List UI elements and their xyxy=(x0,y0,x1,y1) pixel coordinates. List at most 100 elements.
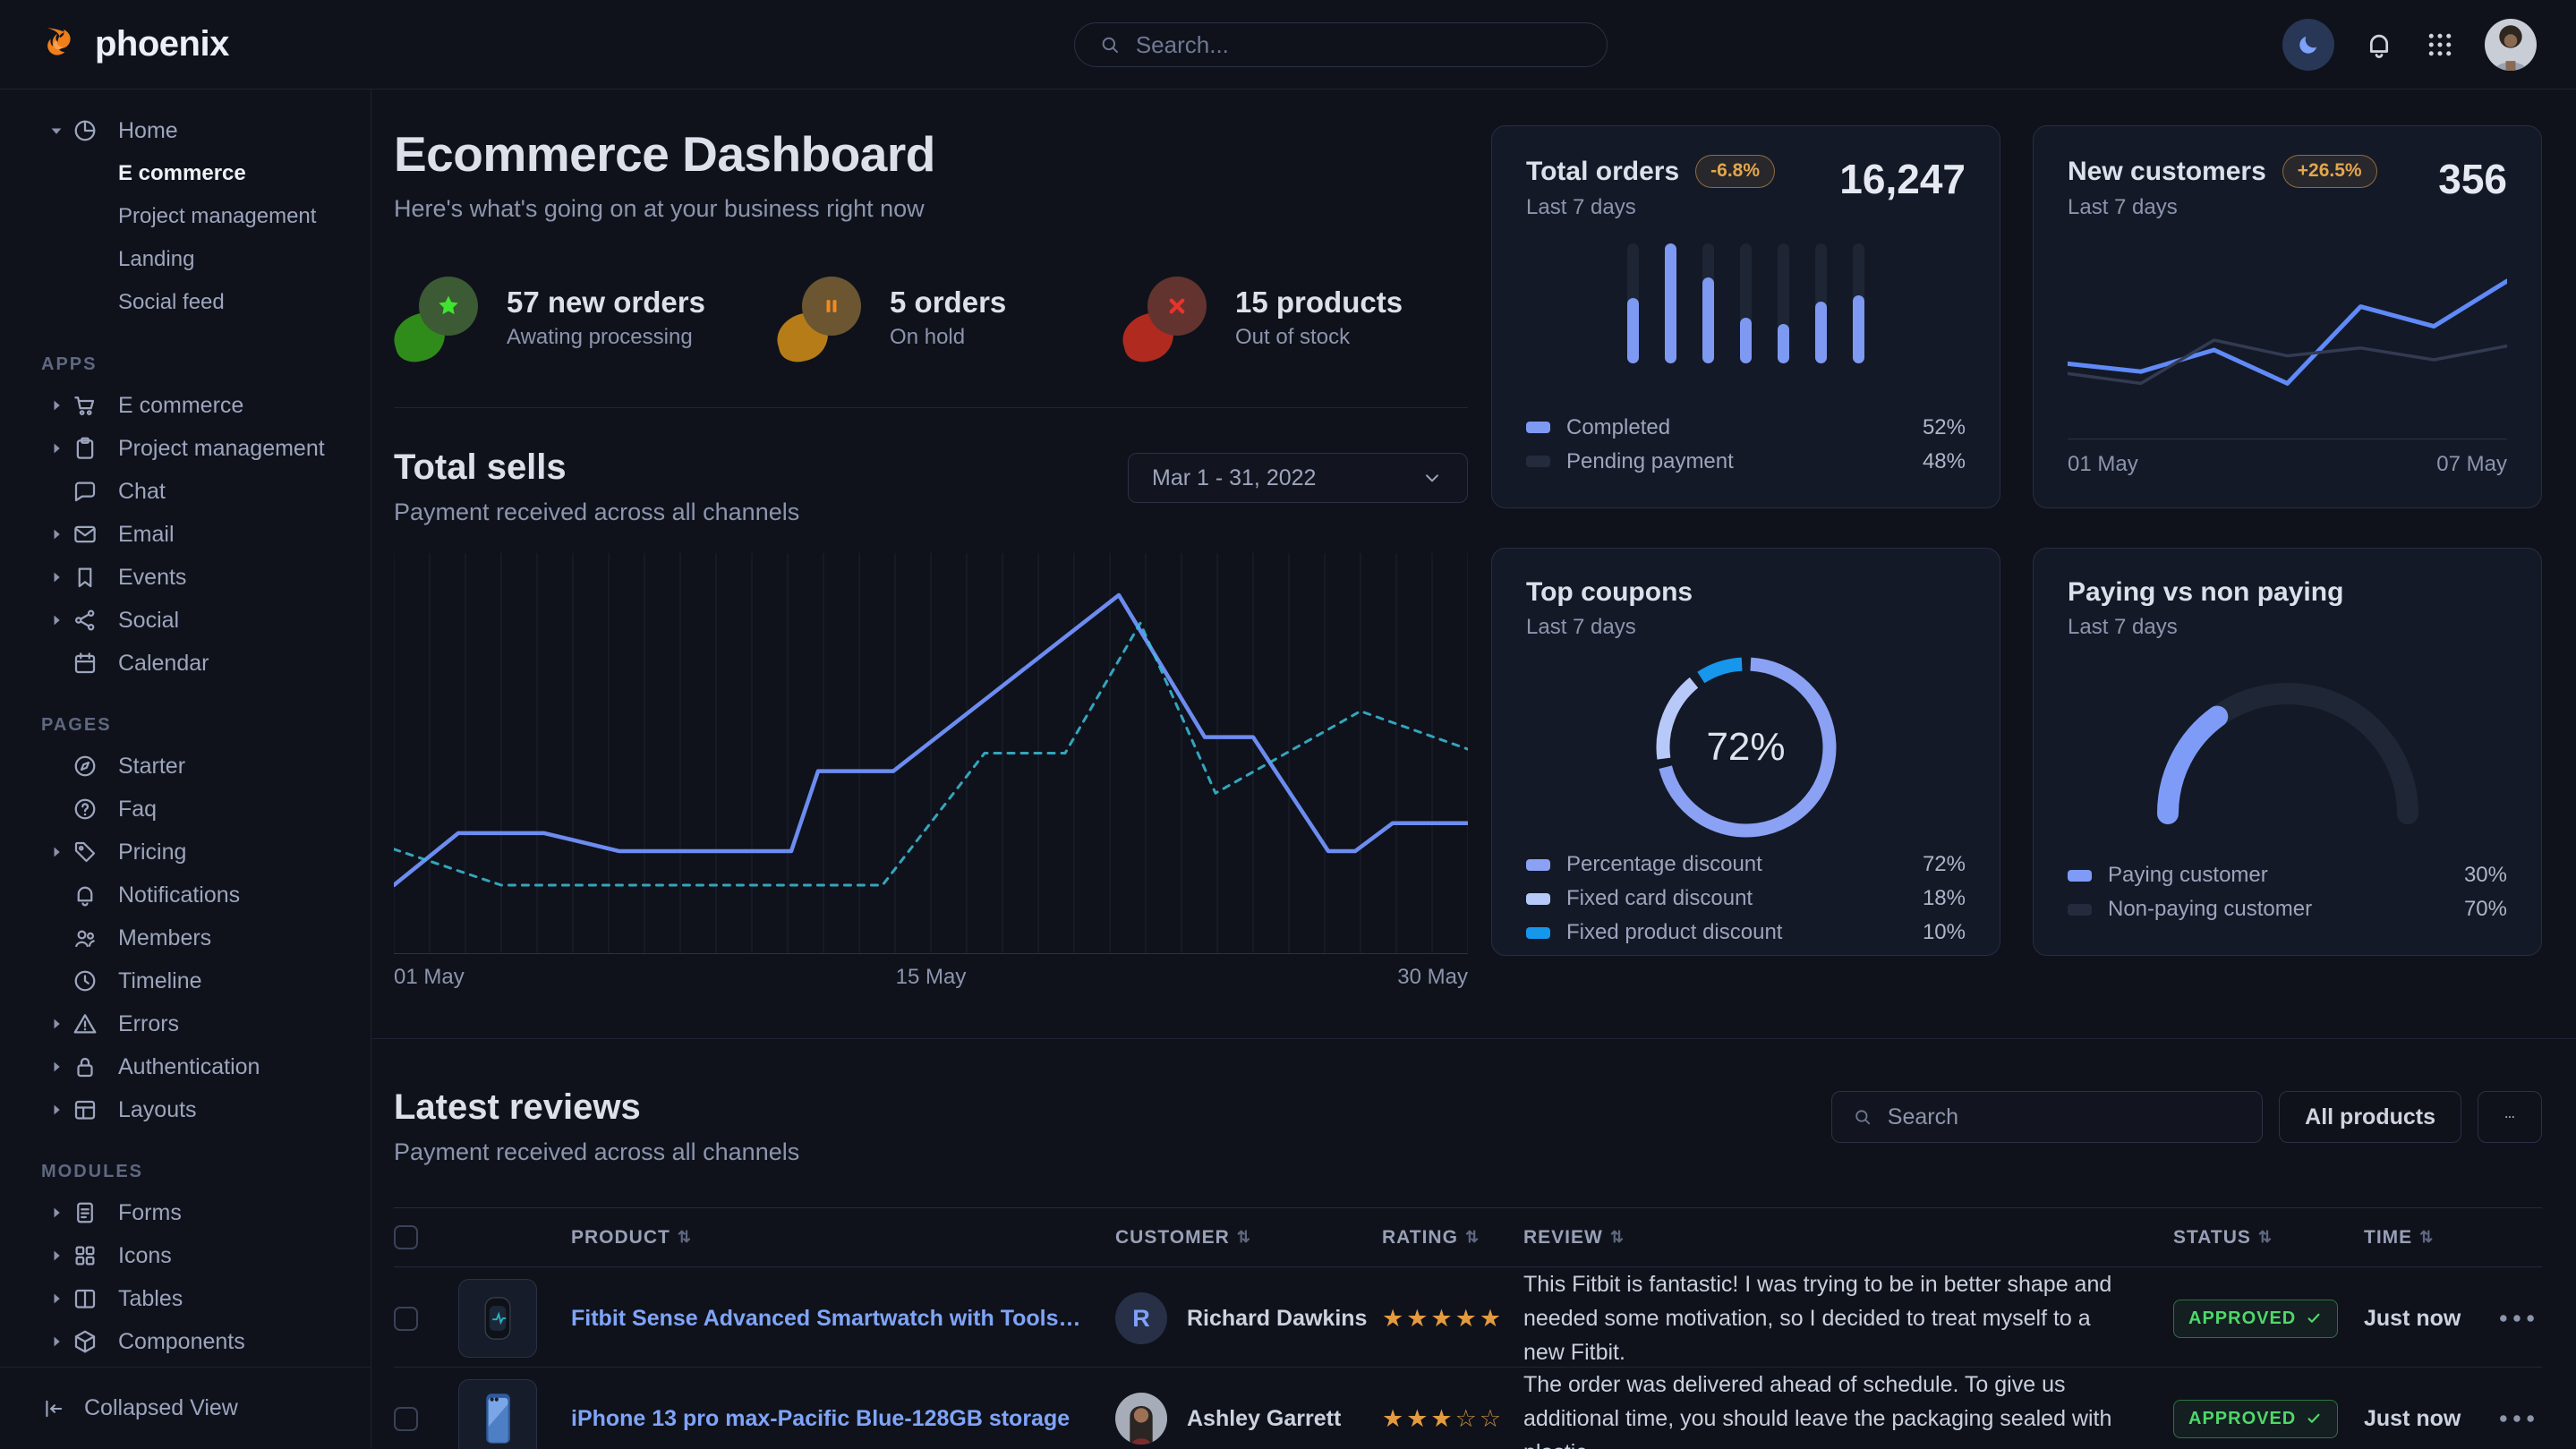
total-orders-legend: Completed52% Pending payment48% xyxy=(1526,411,1966,479)
order-bar xyxy=(1702,243,1714,363)
sidebar-item-pricing[interactable]: Pricing xyxy=(0,831,371,874)
page-title: Ecommerce Dashboard xyxy=(394,125,1468,183)
share-icon xyxy=(72,607,98,634)
select-checkbox[interactable] xyxy=(394,1307,418,1331)
global-search-input[interactable] xyxy=(1136,31,1583,59)
sidebar-item-authentication[interactable]: Authentication xyxy=(0,1045,371,1088)
tag-icon xyxy=(72,839,98,865)
latest-reviews-section: Latest reviews Payment received across a… xyxy=(394,1087,2542,1449)
sidebar-item-starter[interactable]: Starter xyxy=(0,745,371,788)
caret-icon xyxy=(41,1204,72,1222)
check-icon xyxy=(2305,1410,2323,1428)
sidebar-item-tables[interactable]: Tables xyxy=(0,1277,371,1320)
sidebar-item-home[interactable]: Home xyxy=(0,109,371,152)
reviews-more-button[interactable] xyxy=(2478,1091,2542,1143)
reviews-title: Latest reviews xyxy=(394,1087,799,1128)
top-coupons-title: Top coupons xyxy=(1526,577,1693,608)
brand-logo[interactable]: phoenix xyxy=(39,24,229,65)
help-icon xyxy=(72,796,98,823)
grid4-icon xyxy=(72,1242,98,1269)
select-checkbox[interactable] xyxy=(394,1407,418,1431)
caret-spacer xyxy=(41,654,72,672)
status-badge: APPROVED xyxy=(2173,1400,2338,1438)
sidebar-item-social-feed[interactable]: Social feed xyxy=(0,281,371,324)
date-range-select[interactable]: Mar 1 - 31, 2022 xyxy=(1128,453,1468,503)
sidebar-item-components[interactable]: Components xyxy=(0,1320,371,1363)
moon-icon xyxy=(2296,32,2321,57)
all-products-button[interactable]: All products xyxy=(2279,1091,2461,1143)
sidebar-item-project-management[interactable]: Project management xyxy=(0,427,371,470)
top-coupons-card: Top coupons Last 7 days 72% Percentage d… xyxy=(1491,548,2000,956)
bookmark-icon xyxy=(72,564,98,591)
caret-spacer xyxy=(41,972,72,990)
top-coupons-donut-chart: 72% xyxy=(1651,652,1841,842)
reviews-search[interactable] xyxy=(1831,1091,2263,1143)
legend-swatch xyxy=(1526,927,1550,939)
sidebar-item-errors[interactable]: Errors xyxy=(0,1002,371,1045)
column-header-product[interactable]: PRODUCT⇅ xyxy=(571,1227,1108,1249)
product-link[interactable]: iPhone 13 pro max-Pacific Blue-128GB sto… xyxy=(571,1406,1108,1432)
total-sells-title: Total sells xyxy=(394,447,799,488)
column-header-customer[interactable]: CUSTOMER⇅ xyxy=(1115,1227,1375,1249)
search-icon xyxy=(1852,1105,1873,1129)
sidebar-item-social[interactable]: Social xyxy=(0,599,371,642)
caret-icon xyxy=(41,1290,72,1308)
sort-icon: ⇅ xyxy=(2258,1228,2273,1247)
sidebar-item-email[interactable]: Email xyxy=(0,513,371,556)
column-header-time[interactable]: TIME⇅ xyxy=(2364,1227,2485,1249)
customer-avatar: R xyxy=(1115,1292,1167,1344)
divider xyxy=(371,1038,2576,1039)
row-more-icon[interactable] xyxy=(2492,1293,2542,1343)
apps-grid-icon[interactable] xyxy=(2424,29,2456,61)
legend-swatch xyxy=(1526,859,1550,871)
sidebar-item-faq[interactable]: Faq xyxy=(0,788,371,831)
status-badge: APPROVED xyxy=(2173,1300,2338,1338)
sidebar-item-icons[interactable]: Icons xyxy=(0,1234,371,1277)
product-thumbnail[interactable] xyxy=(458,1379,537,1449)
global-search[interactable] xyxy=(1074,22,1608,67)
clock-icon xyxy=(72,967,98,994)
stats-row: 57 new orders Awating processing 5 order… xyxy=(394,275,1468,361)
cart-icon xyxy=(72,392,98,419)
chat-icon xyxy=(72,478,98,505)
coupons-legend-item: Percentage discount72% xyxy=(1526,848,1966,882)
notifications-icon[interactable] xyxy=(2363,29,2395,61)
order-bar xyxy=(1627,243,1639,363)
order-bar xyxy=(1740,243,1752,363)
column-header-review[interactable]: REVIEW⇅ xyxy=(1523,1227,2166,1249)
user-avatar[interactable] xyxy=(2485,19,2537,71)
top-navbar: phoenix xyxy=(0,0,2576,89)
order-bar xyxy=(1665,243,1676,363)
customer-name: Richard Dawkins xyxy=(1187,1306,1367,1332)
brand-name: phoenix xyxy=(95,24,229,64)
product-link[interactable]: Fitbit Sense Advanced Smartwatch with To… xyxy=(571,1306,1108,1332)
sidebar-item-events[interactable]: Events xyxy=(0,556,371,599)
sidebar-item-forms[interactable]: Forms xyxy=(0,1191,371,1234)
theme-toggle-button[interactable] xyxy=(2282,19,2334,71)
sidebar-item-chat[interactable]: Chat xyxy=(0,470,371,513)
sidebar-item-project-management[interactable]: Project management xyxy=(0,195,371,238)
caret-icon xyxy=(41,1015,72,1033)
sidebar-item-e-commerce[interactable]: E commerce xyxy=(0,384,371,427)
sidebar-nav: HomeE commerceProject managementLandingS… xyxy=(0,89,371,1367)
sidebar-item-notifications[interactable]: Notifications xyxy=(0,874,371,916)
sidebar-item-e-commerce[interactable]: E commerce xyxy=(0,152,371,195)
sidebar-item-members[interactable]: Members xyxy=(0,916,371,959)
sidebar-item-layouts[interactable]: Layouts xyxy=(0,1088,371,1131)
sidebar-item-calendar[interactable]: Calendar xyxy=(0,642,371,685)
review-time: Just now xyxy=(2364,1406,2485,1432)
column-header-rating[interactable]: RATING⇅ xyxy=(1382,1227,1516,1249)
collapsed-view-toggle[interactable]: Collapsed View xyxy=(0,1367,371,1449)
mail-icon xyxy=(72,521,98,548)
select-all-checkbox[interactable] xyxy=(394,1225,418,1249)
total-orders-period: Last 7 days xyxy=(1526,195,1775,220)
new-customers-value: 356 xyxy=(2438,155,2507,203)
caret-spacer xyxy=(41,757,72,775)
product-thumbnail[interactable] xyxy=(458,1279,537,1358)
sidebar-item-timeline[interactable]: Timeline xyxy=(0,959,371,1002)
reviews-search-input[interactable] xyxy=(1888,1104,2242,1130)
legend-swatch xyxy=(1526,422,1550,433)
column-header-status[interactable]: STATUS⇅ xyxy=(2173,1227,2357,1249)
sidebar-item-landing[interactable]: Landing xyxy=(0,238,371,281)
row-more-icon[interactable] xyxy=(2492,1394,2542,1444)
